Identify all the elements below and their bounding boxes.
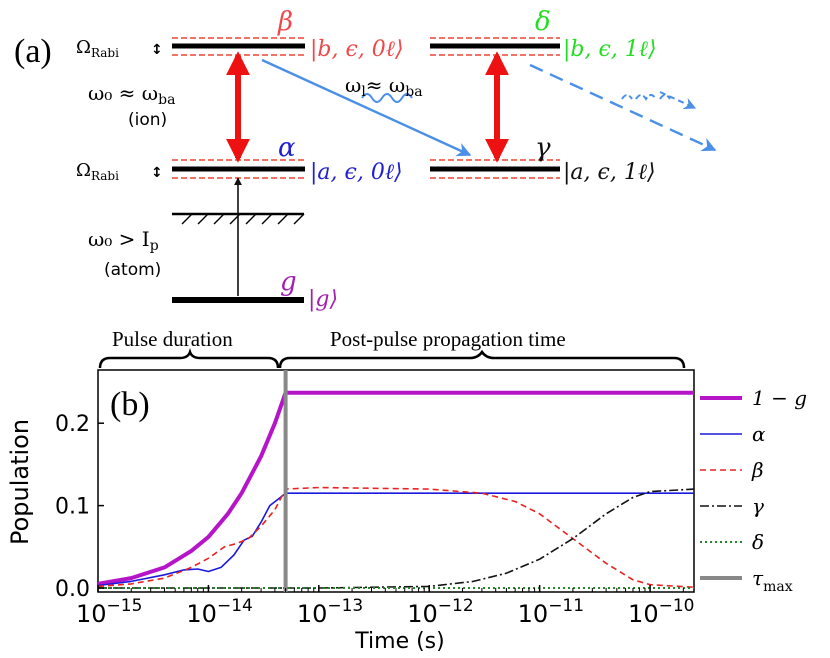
legend-label-delta: δ	[752, 530, 764, 554]
brace-post-label: Post-pulse propagation time	[330, 327, 566, 351]
series-1-g	[97, 390, 694, 586]
legend-label-1-g: 1 − g	[752, 386, 807, 410]
y-tick-label: 0.1	[55, 495, 90, 520]
omega-l-label: ωl≈ ωba	[345, 73, 423, 100]
level-beta	[172, 37, 305, 56]
panel-a-label: (a)	[14, 33, 52, 70]
legend-label-tau_max: τmax	[752, 566, 793, 595]
symbol-beta: β	[277, 7, 293, 37]
emission-arrow	[261, 58, 472, 157]
svg-text:ΩRabi: ΩRabi	[76, 37, 119, 60]
y-tick-label: 0.0	[55, 577, 90, 602]
rabi-label-lower: ΩRabi ↕	[76, 160, 163, 183]
ket-beta: |b, ϵ, 0ℓ⟩	[310, 37, 404, 62]
omega0-approx-label: ω₀ ≈ ωba	[88, 81, 175, 108]
ket-gamma: |a, ϵ, 1ℓ⟩	[563, 160, 656, 185]
brace-pulse-label: Pulse duration	[112, 327, 233, 351]
photon-wiggle-dashed	[621, 94, 671, 101]
y-axis-label: Population	[6, 419, 34, 545]
y-tick-label: 0.2	[55, 412, 90, 437]
photon-arrow-dashed	[529, 63, 717, 152]
x-tick-label: 10−13	[297, 596, 363, 628]
legend-label-gamma: γ	[752, 494, 764, 518]
panel-a: (a)	[14, 7, 717, 312]
x-tick-label: 10−14	[186, 596, 252, 628]
panel-b-label: (b)	[110, 386, 150, 423]
svg-text:↕: ↕	[151, 165, 163, 181]
x-tick-label: 10−12	[407, 596, 473, 628]
omega0-gt-label: ω₀ > Ip	[88, 227, 159, 254]
svg-text:ΩRabi: ΩRabi	[76, 160, 119, 183]
series-beta	[97, 486, 695, 588]
plot-frame	[97, 369, 695, 593]
symbol-delta: δ	[535, 7, 551, 37]
svg-text:↕: ↕	[151, 42, 163, 58]
rabi-label-upper: ΩRabi ↕	[76, 37, 163, 60]
x-tick-label: 10−10	[628, 596, 694, 628]
x-tick-label: 10−15	[76, 596, 142, 628]
symbol-g: g	[280, 267, 297, 297]
ket-alpha: |a, ϵ, 0ℓ⟩	[310, 160, 403, 185]
panel-b: Pulse duration Post-pulse propagation ti…	[6, 327, 807, 654]
brace-pulse	[98, 348, 280, 369]
symbol-gamma: γ	[535, 133, 551, 163]
x-tick-label: 10−11	[518, 596, 584, 628]
symbol-alpha: α	[278, 133, 296, 163]
legend-label-alpha: α	[752, 422, 766, 446]
ket-g: |g⟩	[308, 287, 338, 312]
legend-label-beta: β	[751, 458, 764, 482]
series-alpha	[97, 492, 694, 587]
photon-arrow-short	[659, 91, 697, 109]
atom-label: (atom)	[104, 260, 161, 280]
ket-delta: |b, ϵ, 1ℓ⟩	[563, 37, 657, 62]
photon-wiggle	[361, 93, 413, 103]
x-axis-label: Time (s)	[354, 629, 444, 654]
level-delta	[430, 37, 560, 56]
ion-label: (ion)	[128, 110, 167, 130]
series-gamma	[98, 488, 695, 589]
brace-post	[278, 349, 686, 369]
plot-area: 10−15 10−14 10−13 10−12 10−11 10−10 0.0 0.1 0.2	[55, 370, 694, 628]
